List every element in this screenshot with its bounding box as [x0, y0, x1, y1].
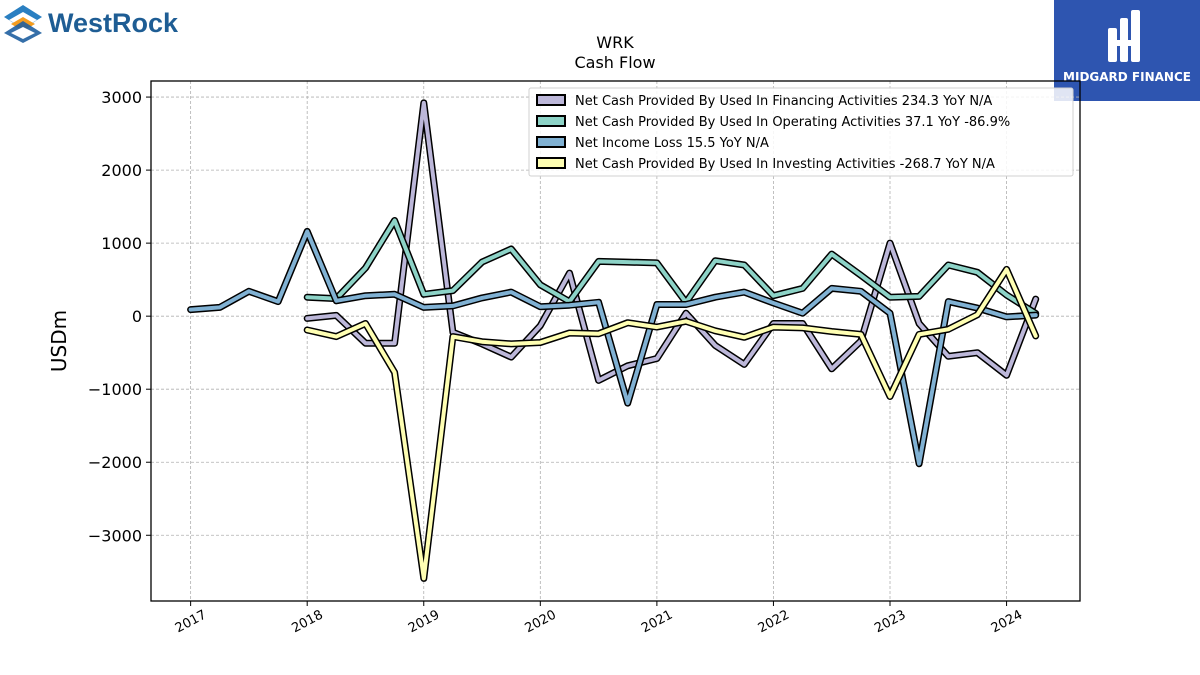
plot-frame	[150, 80, 1081, 602]
y-tick-label: 1000	[101, 234, 142, 253]
x-tick-label: 2024	[989, 608, 1025, 637]
westrock-logo-text: WestRock	[48, 8, 179, 38]
westrock-logo-mark	[4, 5, 42, 43]
x-tick-label: 2018	[289, 608, 325, 637]
y-tick-label: −3000	[88, 526, 142, 545]
series-line	[305, 218, 1038, 316]
y-axis-label: USDm	[47, 310, 71, 372]
midgard-finance-logo-text: MIDGARD FINANCE	[1063, 70, 1191, 84]
series-line-outline	[303, 217, 1040, 317]
y-tick-label: 0	[132, 307, 142, 326]
series-line	[188, 229, 1038, 466]
x-tick-label: 2021	[639, 608, 675, 637]
legend-label: Net Cash Provided By Used In Operating A…	[575, 115, 1010, 130]
legend-swatch	[536, 136, 566, 148]
legend-label: Net Income Loss 15.5 YoY N/A	[575, 136, 769, 151]
x-tick-label: 2022	[756, 608, 792, 637]
y-tick-label: 2000	[101, 161, 142, 180]
legend: Net Cash Provided By Used In Financing A…	[528, 87, 1074, 177]
midgard-finance-logo-mark	[1108, 10, 1140, 62]
legend-swatch	[536, 157, 566, 169]
legend-swatch	[536, 115, 566, 127]
series-lines	[187, 99, 1040, 582]
westrock-logo: WestRock	[4, 3, 204, 45]
x-tick-label: 2017	[173, 608, 209, 637]
legend-label: Net Cash Provided By Used In Financing A…	[575, 94, 992, 109]
y-tick-label: −2000	[88, 453, 142, 472]
x-tick-label: 2019	[406, 608, 442, 637]
legend-box	[528, 87, 1074, 177]
x-tick-label: 2023	[872, 608, 908, 637]
chart-subtitle: Cash Flow	[574, 53, 655, 72]
legend-label: Net Cash Provided By Used In Investing A…	[575, 157, 995, 172]
series-line	[305, 267, 1038, 581]
legend-swatch	[536, 94, 566, 106]
chart-title: WRK	[596, 33, 634, 52]
y-tick-label: 3000	[101, 88, 142, 107]
y-tick-label: −1000	[88, 380, 142, 399]
series-line	[305, 100, 1038, 383]
midgard-finance-logo: MIDGARD FINANCE	[1054, 0, 1200, 101]
x-tick-label: 2020	[523, 608, 559, 637]
